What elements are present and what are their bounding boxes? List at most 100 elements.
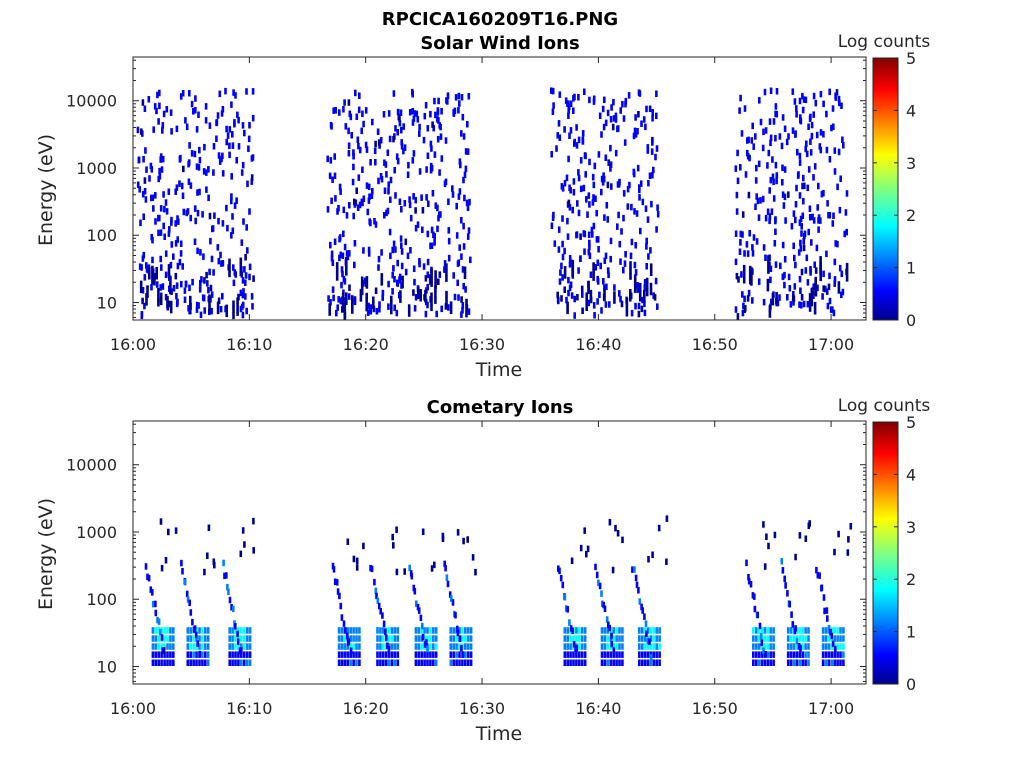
heatmap-cell — [595, 209, 598, 217]
heatmap-cell — [458, 651, 461, 658]
heatmap-cell — [352, 627, 355, 634]
heatmap-cell — [414, 627, 418, 634]
heatmap-cell — [619, 107, 622, 114]
heatmap-cell — [358, 643, 361, 650]
heatmap-cell — [643, 643, 647, 650]
heatmap-cell — [619, 295, 622, 303]
heatmap-cell — [807, 635, 810, 642]
heatmap-cell — [159, 292, 163, 300]
heatmap-cell — [785, 138, 789, 146]
heatmap-cell — [343, 301, 347, 308]
heatmap-cell — [465, 310, 468, 318]
heatmap-cell — [400, 242, 403, 249]
heatmap-cell — [643, 284, 647, 291]
heatmap-cell — [237, 659, 240, 666]
heatmap-cell — [569, 625, 573, 632]
heatmap-cell — [757, 643, 761, 650]
heatmap-cell — [649, 627, 653, 634]
heatmap-cell — [612, 647, 616, 654]
heatmap-cell — [382, 643, 385, 650]
heatmap-cell — [768, 118, 772, 125]
heatmap-cell — [417, 607, 421, 614]
heatmap-cell — [432, 231, 435, 239]
heatmap-cell — [144, 147, 147, 154]
heatmap-cell — [752, 234, 756, 241]
heatmap-cell — [230, 604, 233, 611]
heatmap-cell — [783, 271, 786, 279]
heatmap-cell — [242, 659, 246, 666]
heatmap-cell — [355, 564, 359, 571]
heatmap-cell — [741, 231, 744, 238]
heatmap-cell — [447, 304, 450, 311]
heatmap-cell — [833, 635, 836, 642]
heatmap-cell — [341, 299, 345, 306]
heatmap-cell — [182, 208, 186, 216]
heatmap-cell — [403, 200, 407, 207]
heatmap-cell — [367, 197, 371, 204]
heatmap-cell — [458, 244, 461, 251]
heatmap-cell — [812, 283, 815, 290]
heatmap-cell — [816, 571, 820, 579]
colorbar — [872, 421, 899, 685]
heatmap-cell — [642, 116, 646, 123]
heatmap-cell — [377, 255, 381, 263]
heatmap-cell — [755, 164, 758, 172]
heatmap-cell — [163, 233, 166, 240]
heatmap-cell — [615, 627, 618, 634]
heatmap-cell — [637, 310, 641, 318]
heatmap-cell — [577, 94, 580, 101]
heatmap-cell — [365, 182, 369, 189]
heatmap-cell — [224, 87, 227, 95]
heatmap-cell — [181, 90, 185, 97]
heatmap-cell — [658, 627, 661, 634]
heatmap-cell — [763, 659, 767, 666]
heatmap-cell — [434, 282, 437, 289]
heatmap-cell — [833, 645, 837, 653]
heatmap-cell — [814, 267, 818, 274]
heatmap-cell — [375, 592, 378, 600]
heatmap-cell — [607, 271, 610, 279]
heatmap-cell — [772, 659, 775, 666]
heatmap-cell — [340, 635, 344, 642]
heatmap-cell — [341, 270, 344, 278]
heatmap-cell — [345, 292, 348, 299]
heatmap-cell — [738, 248, 742, 255]
heatmap-cell — [790, 611, 793, 618]
heatmap-cell — [400, 262, 404, 270]
heatmap-cell — [166, 635, 169, 642]
heatmap-cell — [157, 618, 161, 625]
heatmap-cell — [451, 599, 455, 606]
heatmap-cell — [187, 178, 191, 185]
heatmap-cell — [794, 261, 797, 269]
heatmap-cell — [581, 130, 585, 137]
heatmap-cell — [424, 289, 427, 297]
heatmap-cell — [563, 272, 567, 279]
heatmap-cell — [143, 177, 147, 184]
heatmap-cell — [655, 635, 658, 642]
heatmap-cell — [462, 176, 465, 184]
heatmap-cell — [456, 279, 459, 287]
heatmap-cell — [603, 214, 606, 221]
heatmap-cell — [440, 155, 444, 162]
heatmap-cell — [757, 160, 761, 168]
heatmap-cell — [806, 184, 809, 192]
heatmap-cell — [612, 651, 615, 658]
heatmap-cell — [397, 113, 401, 121]
heatmap-cell — [446, 98, 449, 105]
heatmap-cell — [638, 598, 642, 605]
heatmap-cell — [424, 310, 428, 318]
heatmap-cell — [636, 128, 639, 135]
heatmap-cell — [655, 112, 658, 120]
heatmap-cell — [621, 627, 624, 634]
heatmap-cell — [367, 246, 371, 254]
heatmap-cell — [758, 97, 761, 104]
heatmap-cell — [228, 659, 231, 666]
heatmap-cell — [175, 125, 179, 133]
heatmap-cell — [752, 659, 755, 666]
heatmap-cell — [164, 250, 168, 257]
heatmap-cell — [393, 651, 397, 658]
heatmap-cell — [588, 201, 591, 208]
heatmap-cell — [638, 194, 641, 201]
heatmap-cell — [462, 133, 466, 140]
heatmap-cell — [151, 589, 154, 596]
